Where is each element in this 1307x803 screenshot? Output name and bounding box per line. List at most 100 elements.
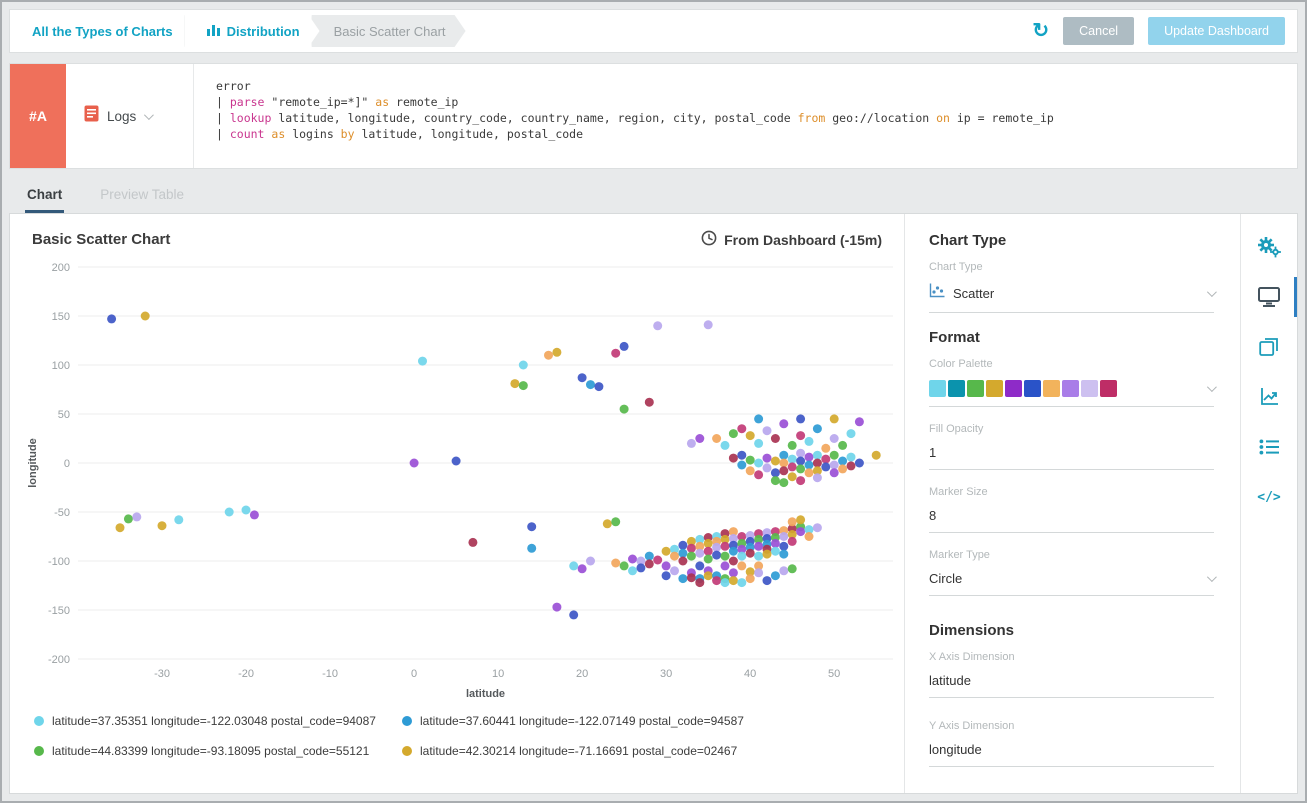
breadcrumb-dashboard-label: All the Types of Charts <box>32 23 173 39</box>
chevron-down-icon <box>144 109 155 120</box>
chevron-down-icon <box>1206 382 1217 393</box>
scatter-chart-icon <box>929 283 945 303</box>
display-settings-icon[interactable] <box>1252 277 1297 317</box>
dimensions-heading: Dimensions <box>929 622 1015 639</box>
legend-dot <box>402 716 412 726</box>
legend-dot <box>34 716 44 726</box>
svg-text:-50: -50 <box>54 507 70 519</box>
logs-icon <box>84 105 99 127</box>
y-axis-dimension-group: Y Axis Dimension <box>929 720 1214 767</box>
svg-text:50: 50 <box>58 409 70 421</box>
scatter-plot: -200 -150 -100 -50 0 50 100 150 200 -30 -20 -10 0 10 2… <box>24 253 894 710</box>
palette-swatch <box>1062 380 1079 397</box>
marker-size-group: Marker Size <box>929 486 1214 533</box>
breadcrumb: All the Types of Charts Distribution Bas… <box>18 15 466 47</box>
svg-text:-20: -20 <box>238 668 254 680</box>
svg-text:-10: -10 <box>322 668 338 680</box>
svg-text:-30: -30 <box>154 668 170 680</box>
time-range[interactable]: From Dashboard (-15m) <box>701 230 882 249</box>
svg-text:-200: -200 <box>48 654 70 666</box>
breadcrumb-current-panel-label: Basic Scatter Chart <box>333 23 446 39</box>
query-panel: #A Logs error | parse "remote_ip=*]" as r… <box>9 63 1298 169</box>
svg-text:-100: -100 <box>48 556 70 568</box>
svg-text:10: 10 <box>492 668 504 680</box>
color-palette-label: Color Palette <box>929 358 993 370</box>
y-axis-dimension-label: Y Axis Dimension <box>929 720 1015 732</box>
legend-item[interactable]: latitude=37.35351 longitude=-122.03048 p… <box>34 714 402 728</box>
marker-type-value: Circle <box>929 571 963 586</box>
query-text[interactable]: error | parse "remote_ip=*]" as remote_ip… <box>216 79 1054 141</box>
svg-text:longitude: longitude <box>27 438 39 488</box>
palette-swatch <box>967 380 984 397</box>
chart-legend: latitude=37.35351 longitude=-122.03048 p… <box>34 714 894 758</box>
fill-opacity-input[interactable] <box>929 442 1214 470</box>
color-palette-select[interactable] <box>929 377 1217 407</box>
clock-icon <box>701 230 717 249</box>
query-source-label: Logs <box>107 108 137 124</box>
svg-text:latitude: latitude <box>466 688 505 700</box>
axes-settings-icon[interactable] <box>1252 380 1286 414</box>
chevron-down-icon <box>1206 286 1217 297</box>
general-settings-gears-icon[interactable] <box>1252 230 1286 264</box>
palette-swatch <box>1005 380 1022 397</box>
legend-item[interactable]: latitude=42.30214 longitude=-71.16691 po… <box>402 744 894 758</box>
x-axis-dimension-label: X Axis Dimension <box>929 651 1015 663</box>
chart-settings-panel: Chart Type Chart Type Scatter Format Col… <box>905 214 1241 793</box>
svg-text:0: 0 <box>64 458 70 470</box>
y-axis-dimension-input[interactable] <box>929 739 1214 767</box>
svg-text:30: 30 <box>660 668 672 680</box>
marker-type-select[interactable]: Circle <box>929 568 1217 596</box>
code-editor-icon[interactable]: </> <box>1257 489 1281 505</box>
svg-text:150: 150 <box>52 311 70 323</box>
palette-swatch <box>1043 380 1060 397</box>
palette-swatch <box>1024 380 1041 397</box>
refresh-icon[interactable]: ↻ <box>1032 20 1050 42</box>
tab-chart[interactable]: Chart <box>25 183 65 213</box>
fill-opacity-label: Fill Opacity <box>929 423 984 435</box>
chart-region: Basic Scatter Chart From Dashboard (-15m… <box>10 214 905 793</box>
palette-swatch <box>929 380 946 397</box>
chart-title: Basic Scatter Chart <box>32 231 171 248</box>
query-badge[interactable]: #A <box>10 64 66 168</box>
query-source-dropdown[interactable]: Logs <box>66 64 194 168</box>
legend-settings-icon[interactable] <box>1252 430 1286 464</box>
svg-text:20: 20 <box>576 668 588 680</box>
top-header-bar: All the Types of Charts Distribution Bas… <box>9 9 1298 53</box>
svg-text:40: 40 <box>744 668 756 680</box>
svg-text:-150: -150 <box>48 605 70 617</box>
palette-swatch <box>986 380 1003 397</box>
copy-panels-icon[interactable] <box>1252 330 1286 364</box>
view-tabs: Chart Preview Table <box>25 183 1298 213</box>
palette-swatch <box>1081 380 1098 397</box>
svg-text:50: 50 <box>828 668 840 680</box>
breadcrumb-dashboard[interactable]: All the Types of Charts <box>18 15 193 47</box>
chart-type-value: Scatter <box>953 285 995 301</box>
legend-dot <box>34 746 44 756</box>
tab-preview-table[interactable]: Preview Table <box>100 187 185 202</box>
legend-label: latitude=37.60441 longitude=-122.07149 p… <box>420 714 744 728</box>
breadcrumb-current-panel: Basic Scatter Chart <box>312 15 466 47</box>
cancel-button[interactable]: Cancel <box>1063 17 1135 45</box>
chart-type-select[interactable]: Scatter <box>929 280 1217 313</box>
chart-type-heading: Chart Type <box>929 232 1007 249</box>
legend-item[interactable]: latitude=37.60441 longitude=-122.07149 p… <box>402 714 894 728</box>
x-axis-dimension-group: X Axis Dimension <box>929 651 1214 698</box>
legend-dot <box>402 746 412 756</box>
marker-type-group: Marker Type Circle <box>929 549 1217 596</box>
format-heading: Format <box>929 329 980 346</box>
color-palette-swatches <box>929 380 1119 397</box>
breadcrumb-panel-group[interactable]: Distribution <box>185 15 320 47</box>
update-dashboard-button[interactable]: Update Dashboard <box>1148 17 1285 45</box>
chart-type-label: Chart Type <box>929 261 983 273</box>
fill-opacity-group: Fill Opacity <box>929 423 1214 470</box>
main-card: Basic Scatter Chart From Dashboard (-15m… <box>9 213 1298 794</box>
legend-label: latitude=37.35351 longitude=-122.03048 p… <box>52 714 376 728</box>
chevron-down-icon <box>1206 572 1217 583</box>
marker-size-input[interactable] <box>929 505 1214 533</box>
breadcrumb-panel-group-label: Distribution <box>226 23 300 39</box>
palette-swatch <box>1100 380 1117 397</box>
x-axis-dimension-input[interactable] <box>929 670 1214 698</box>
legend-item[interactable]: latitude=44.83399 longitude=-93.18095 po… <box>34 744 402 758</box>
marker-size-label: Marker Size <box>929 486 988 498</box>
